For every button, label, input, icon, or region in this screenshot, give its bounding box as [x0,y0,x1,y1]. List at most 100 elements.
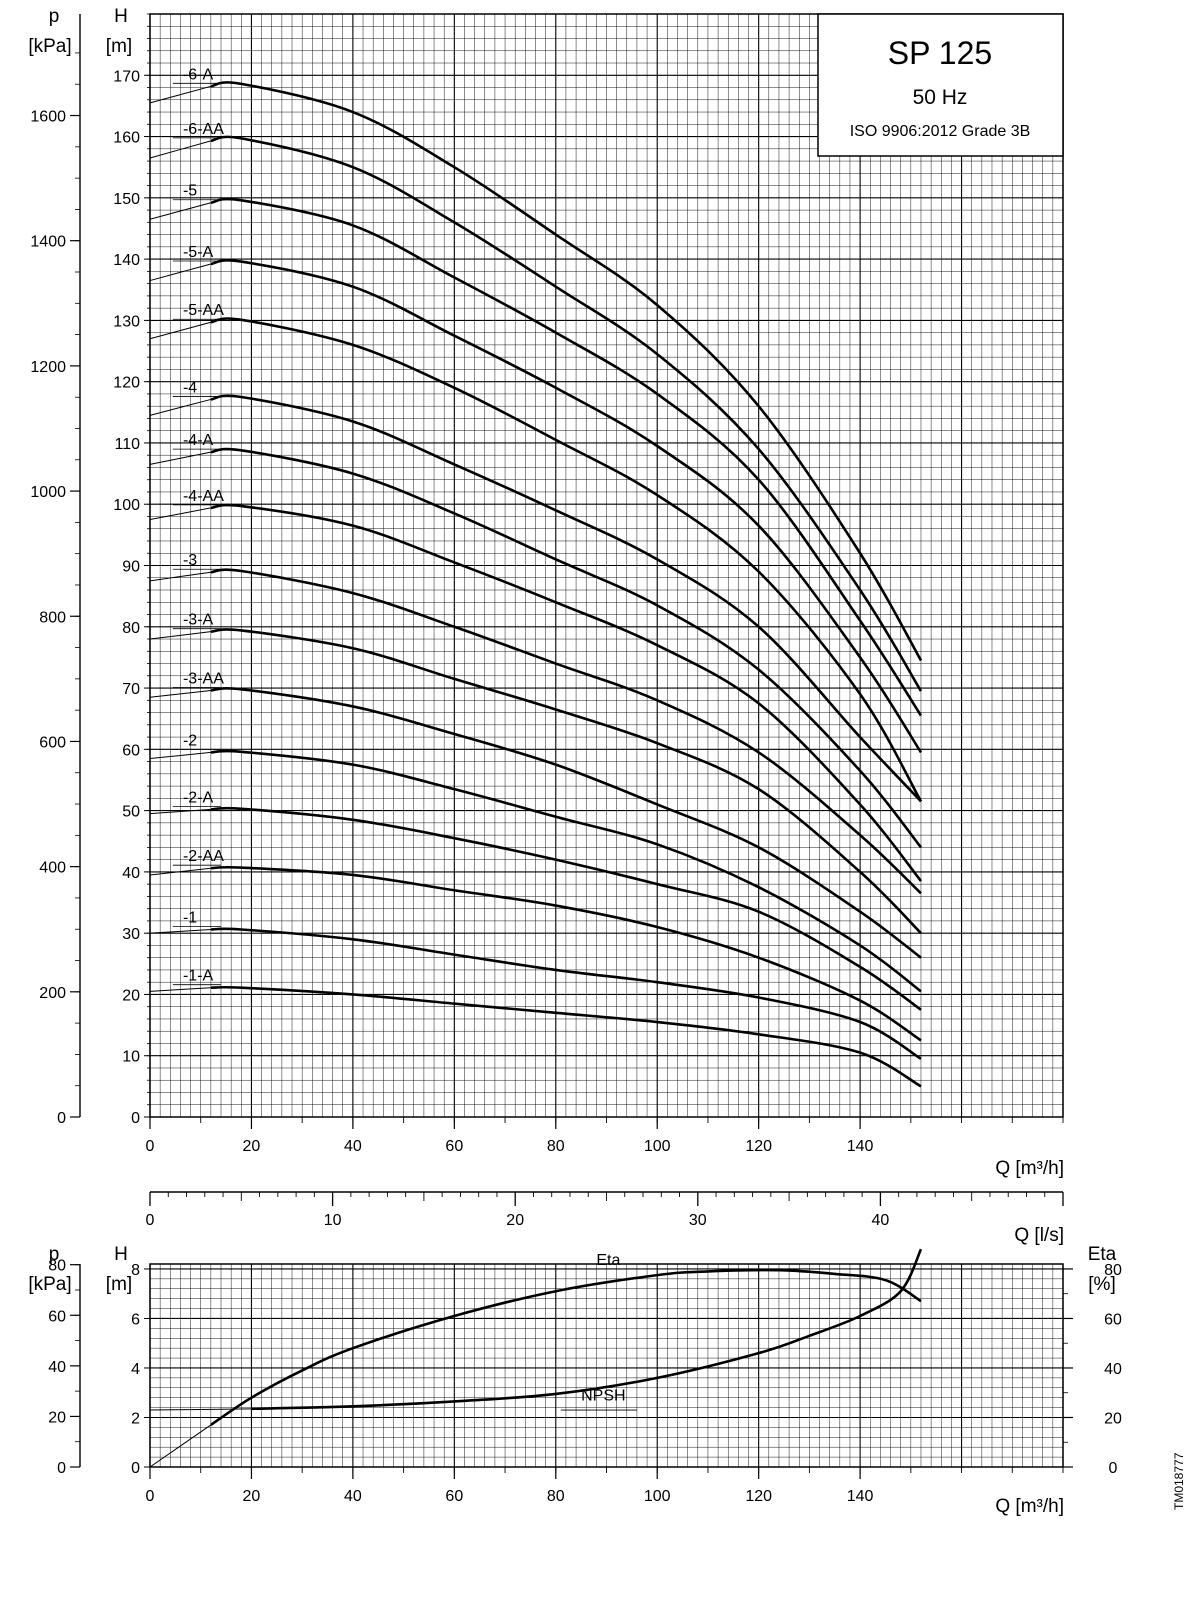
pump-curve-start--4 [149,398,211,416]
top-head-unit: [m] [106,36,132,57]
bottom-x-tick-label: 20 [243,1488,261,1505]
title-box: SP 125 50 Hz ISO 9906:2012 Grade 3B [817,13,1064,157]
curve-label: -2-AA [183,848,224,865]
top-pressure-tick-label: 1200 [30,359,66,376]
pump-curve-start--4-A [149,451,211,465]
curve-label: -5-A [183,244,214,261]
middle-axis-tick-label: 0 [146,1212,155,1229]
bottom-head-tick-label: 6 [131,1311,140,1328]
top-head-tick-label: 90 [122,559,140,576]
bottom-x-tick-label: 100 [644,1488,671,1505]
curve-label: -3-AA [183,671,224,688]
top-pressure-tick-label: 1400 [30,234,66,251]
top-head-tick-label: 0 [131,1110,140,1127]
top-head-tick-label: 100 [113,497,140,514]
top-head-tick-label: 60 [122,742,140,759]
pump-curve-start--3 [149,571,211,582]
pump-curve--6-AA [210,135,923,692]
bottom-head-tick-label: 2 [131,1410,140,1427]
top-head-tick-label: 170 [113,68,140,85]
bottom-pressure-tick-label: 80 [48,1258,66,1275]
curve-label: -1 [183,909,197,926]
standard-label: ISO 9906:2012 Grade 3B [850,123,1031,140]
top-x-tick-label: 0 [146,1138,155,1155]
curve-label: -3 [183,552,197,569]
eta-curve-label: Eta [596,1252,620,1269]
pump-curve--2-AA [210,865,922,1042]
eta-axis-tick-label: 80 [1104,1262,1122,1279]
top-pressure-tick-label: 1600 [30,109,66,126]
top-head-tick-label: 110 [114,436,140,453]
top-pressure-tick-label: 1000 [30,484,66,501]
curve-start-NPSH [149,1408,252,1411]
bottom-pressure-tick-label: 20 [48,1409,66,1426]
grid-layer [149,13,1064,1468]
curve-label: -1-A [183,968,214,985]
top-pressure-tick-label: 600 [39,734,66,751]
top-head-tick-label: 40 [122,865,140,882]
frequency-label: 50 Hz [913,86,968,109]
curve-label: -5-AA [183,302,224,319]
bottom-pressure-tick-label: 0 [57,1460,66,1477]
right-eta-symbol: Eta [1088,1244,1117,1265]
pump-curve--3 [210,568,922,895]
pump-curve--5-A [210,258,923,754]
bottom-head-symbol: H [114,1244,128,1265]
top-head-tick-label: 50 [122,804,140,821]
top-pressure-tick-label: 200 [39,985,66,1002]
top-head-tick-label: 80 [122,620,140,637]
curve-layer: -6-A -6-AA -5 -5-A -5-AA -4 -4-A -4-AA -3 -3-A -3-… [149,66,923,1468]
pump-curve-start--5-A [149,263,212,282]
middle-axis-tick-label: 20 [506,1212,524,1229]
pump-curve--5 [210,197,923,717]
pump-curve--5-AA [210,317,923,803]
bottom-x-tick-label: 120 [745,1488,772,1505]
curve-label: -4 [183,379,197,396]
axis-layer: 0102030405060708090100110120130140150160… [30,13,1122,1505]
top-head-tick-label: 150 [113,191,140,208]
pump-curve--4 [210,394,922,803]
bottom-x-tick-label: 80 [547,1488,565,1505]
bottom-x-tick-label: 40 [344,1488,362,1505]
top-x-tick-label: 100 [644,1138,671,1155]
pump-curve-start--2-A [149,808,211,815]
top-x-axis-label: Q [m³/h] [995,1158,1064,1179]
bottom-head-tick-label: 0 [131,1460,140,1477]
top-x-tick-label: 140 [847,1138,874,1155]
top-head-tick-label: 130 [113,313,140,330]
middle-axis-tick-label: 30 [689,1212,707,1229]
pump-curve-start--3-A [149,631,211,640]
curve-NPSH [251,1248,923,1411]
bottom-pressure-tick-label: 40 [48,1359,66,1376]
pump-curve-start--5-AA [149,321,212,340]
top-pressure-tick-label: 800 [39,609,66,626]
curve-label: -6-AA [183,121,224,138]
top-x-tick-label: 60 [445,1138,463,1155]
curve-label: -6-A [183,66,214,83]
bottom-pressure-tick-label: 60 [48,1308,66,1325]
pump-curve--2-A [210,806,922,1011]
curve-label: -3-A [183,612,214,629]
curve-label: -2 [183,732,197,749]
top-x-tick-label: 80 [547,1138,565,1155]
top-head-tick-label: 20 [122,987,140,1004]
pump-curve--1-A [210,985,922,1088]
drawing-code: TM018777 [1172,1452,1186,1510]
top-head-tick-label: 160 [113,130,140,147]
pump-curve--4-A [210,447,922,849]
pump-curve-start--3-AA [149,690,211,698]
middle-axis-tick-label: 10 [324,1212,342,1229]
top-x-tick-label: 20 [243,1138,261,1155]
top-head-tick-label: 10 [122,1049,140,1066]
bottom-head-tick-label: 4 [131,1361,140,1378]
middle-x-axis-label: Q [l/s] [1014,1225,1064,1246]
pump-curve-start--1-A [149,987,211,992]
eta-axis-tick-label: 20 [1104,1410,1122,1427]
top-head-symbol: H [114,6,128,27]
top-head-tick-label: 140 [113,252,140,269]
bottom-head-tick-label: 8 [131,1262,140,1279]
pump-curve--3-A [210,628,922,935]
pump-curve--1 [210,927,922,1060]
top-x-tick-label: 120 [745,1138,772,1155]
